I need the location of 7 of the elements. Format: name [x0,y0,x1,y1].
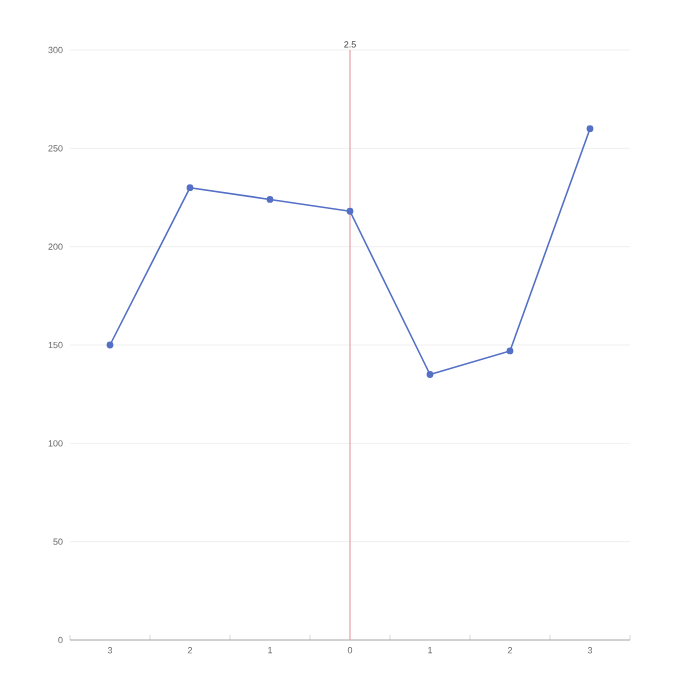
point [106,341,114,349]
point [346,207,354,215]
point [186,184,194,192]
point [506,347,514,355]
point [266,196,274,203]
point [426,371,434,378]
point [586,125,594,133]
